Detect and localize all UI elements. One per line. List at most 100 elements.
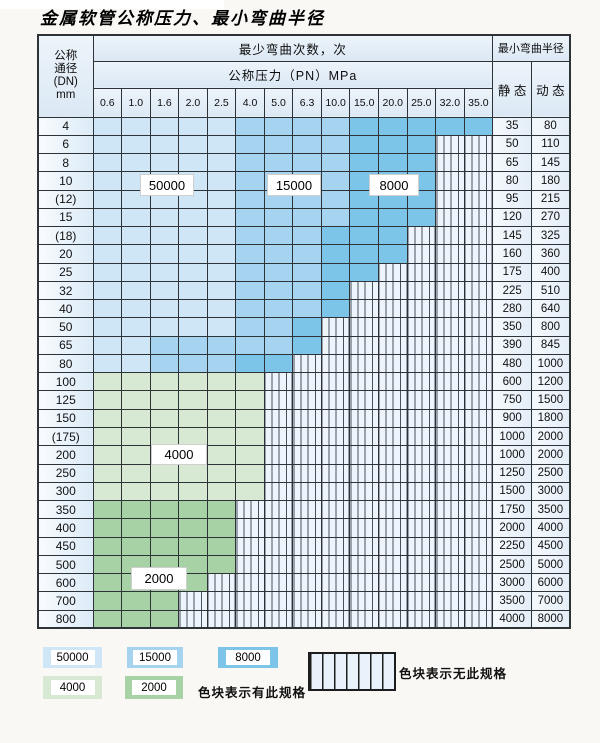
no-spec-cell <box>206 609 237 629</box>
no-spec-cell <box>349 609 379 629</box>
static-radius-cell: 65 <box>492 153 533 173</box>
no-spec-cell <box>435 536 465 556</box>
spec-cell-4000 <box>178 463 208 483</box>
spec-cell-4000 <box>92 481 123 502</box>
no-spec-cell <box>320 445 351 465</box>
spec-cell-4000 <box>178 390 208 410</box>
spec-cell-50000 <box>92 244 123 264</box>
dynamic-radius-cell: 4000 <box>531 518 571 538</box>
dn-cell: 125 <box>37 390 94 410</box>
dn-cell: 800 <box>37 609 94 629</box>
pressure-col-header: 20.0 <box>377 87 408 118</box>
dynamic-radius-cell: 6000 <box>531 573 571 593</box>
spec-cell-4000 <box>235 372 265 392</box>
static-radius-cell: 1000 <box>492 427 533 447</box>
dn-cell: 200 <box>37 445 94 465</box>
static-radius-cell: 145 <box>492 226 533 246</box>
no-spec-cell <box>406 591 437 611</box>
table-row: 600 3000 6000 <box>37 573 571 593</box>
pressure-col-header: 5.0 <box>263 87 294 118</box>
table-row: 40 280 640 <box>37 299 571 319</box>
table-row: 350 1750 3500 <box>37 500 571 520</box>
no-spec-cell <box>235 554 265 575</box>
dn-cell: (175) <box>37 427 94 447</box>
no-spec-cell <box>349 335 379 355</box>
spec-cell-50000 <box>121 262 151 282</box>
table-row: 4 35 80 <box>37 116 571 136</box>
spec-cell-8000 <box>406 134 437 155</box>
spec-cell-4000 <box>206 445 237 465</box>
spec-cell-4000 <box>92 408 123 429</box>
static-radius-cell: 2250 <box>492 536 533 556</box>
no-spec-cell <box>377 280 408 301</box>
dn-header-line: mm <box>56 89 76 102</box>
no-spec-cell <box>463 353 494 374</box>
spec-cell-50000 <box>206 226 237 246</box>
spec-cell-4000 <box>92 445 123 465</box>
spec-cell-15000 <box>149 353 180 374</box>
static-radius-cell: 280 <box>492 299 533 319</box>
table-row: 6 50 110 <box>37 134 571 155</box>
dynamic-radius-cell: 1800 <box>531 408 571 429</box>
spec-cell-8000 <box>320 244 351 264</box>
static-radius-cell: 120 <box>492 207 533 228</box>
no-spec-cell <box>263 518 294 538</box>
no-spec-cell <box>263 536 294 556</box>
spec-cell-15000 <box>320 116 351 136</box>
no-spec-cell <box>349 317 379 337</box>
no-spec-cell <box>435 317 465 337</box>
dynamic-radius-cell: 325 <box>531 226 571 246</box>
no-spec-cell <box>349 408 379 429</box>
spec-cell-15000 <box>263 262 294 282</box>
dynamic-radius-cell: 80 <box>531 116 571 136</box>
no-spec-cell <box>292 500 322 520</box>
spec-cell-2000 <box>206 500 237 520</box>
spec-cell-15000 <box>292 134 322 155</box>
no-spec-cell <box>320 317 351 337</box>
no-spec-cell <box>349 481 379 502</box>
spec-cell-50000 <box>206 262 237 282</box>
no-spec-cell <box>435 463 465 483</box>
spec-cell-8000 <box>377 207 408 228</box>
dynamic-radius-cell: 845 <box>531 335 571 355</box>
table-row: 125 750 1500 <box>37 390 571 410</box>
no-spec-cell <box>406 500 437 520</box>
static-radius-cell: 175 <box>492 262 533 282</box>
no-spec-cell <box>406 390 437 410</box>
spec-cell-15000 <box>235 116 265 136</box>
dn-cell: 65 <box>37 335 94 355</box>
pressure-col-header: 25.0 <box>406 87 437 118</box>
table-row: 800 4000 8000 <box>37 609 571 629</box>
static-radius-cell: 50 <box>492 134 533 155</box>
table-row: 450 2250 4500 <box>37 536 571 556</box>
spec-cell-15000 <box>320 207 351 228</box>
spec-cell-15000 <box>320 171 351 191</box>
spec-cell-15000 <box>292 262 322 282</box>
region-label-8000: 8000 <box>369 174 419 196</box>
dynamic-radius-cell: 360 <box>531 244 571 264</box>
no-spec-cell <box>292 372 322 392</box>
no-spec-cell <box>235 518 265 538</box>
spec-cell-15000 <box>263 280 294 301</box>
no-spec-cell <box>349 427 379 447</box>
no-spec-cell <box>263 408 294 429</box>
dn-cell: 40 <box>37 299 94 319</box>
no-spec-cell <box>320 573 351 593</box>
dn-cell: 700 <box>37 591 94 611</box>
pressure-col-header: 0.6 <box>92 87 123 118</box>
no-spec-cell <box>435 262 465 282</box>
spec-cell-15000 <box>292 244 322 264</box>
spec-cell-50000 <box>121 353 151 374</box>
dn-cell: (12) <box>37 189 94 209</box>
pressure-col-header: 32.0 <box>435 87 465 118</box>
region-label-2000: 2000 <box>131 567 187 590</box>
no-spec-cell <box>435 207 465 228</box>
spec-cell-2000 <box>206 536 237 556</box>
dn-cell: 80 <box>37 353 94 374</box>
no-spec-cell <box>435 591 465 611</box>
no-spec-cell <box>406 518 437 538</box>
spec-cell-50000 <box>178 226 208 246</box>
spec-cell-50000 <box>121 226 151 246</box>
spec-cell-4000 <box>235 481 265 502</box>
no-spec-cell <box>435 609 465 629</box>
